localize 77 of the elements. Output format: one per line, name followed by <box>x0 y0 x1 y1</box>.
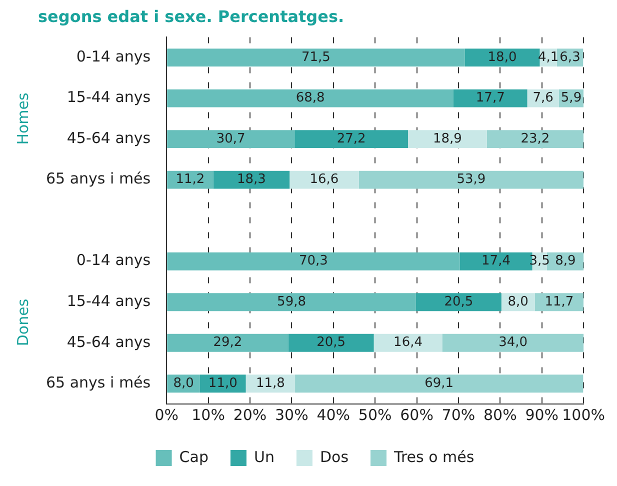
data-label: 18,0 <box>488 50 517 65</box>
x-tick-label: 40% <box>316 406 350 424</box>
bar <box>294 130 408 148</box>
data-label: 23,2 <box>520 131 550 146</box>
data-label: 70,3 <box>298 254 328 269</box>
bar <box>486 130 584 148</box>
data-label: 8,0 <box>173 376 194 391</box>
bar <box>295 374 584 393</box>
x-tick-label: 70% <box>442 406 476 424</box>
bar <box>453 89 528 108</box>
data-label: 16,6 <box>310 172 339 188</box>
y-tick-label: 15-44 anys <box>66 292 151 310</box>
x-tick-label: 90% <box>525 406 559 424</box>
bar <box>416 293 502 312</box>
data-label: 68,8 <box>296 90 325 106</box>
data-label: 30,7 <box>216 131 246 146</box>
data-label: 5,9 <box>560 90 582 106</box>
x-tick-label: 20% <box>233 406 267 424</box>
data-label: 6,3 <box>560 50 580 65</box>
bar <box>167 89 454 108</box>
bar <box>374 334 442 352</box>
y-tick-label: 45-64 anys <box>66 128 151 147</box>
text: Homes <box>14 92 32 145</box>
legend-label: Tres o més <box>393 448 474 466</box>
data-label: 7,6 <box>532 90 554 106</box>
data-label: 11,8 <box>256 376 285 391</box>
bar <box>167 293 416 312</box>
data-label: 11,7 <box>544 294 574 310</box>
data-label: 59,8 <box>277 294 306 310</box>
data-label: 18,9 <box>432 131 462 146</box>
bar <box>167 252 460 270</box>
x-tick-label: 50% <box>358 406 392 424</box>
bar <box>358 170 584 189</box>
text: Dones <box>14 298 32 346</box>
bar <box>167 170 214 189</box>
data-label: 27,2 <box>336 131 366 146</box>
data-label: 17,4 <box>482 254 510 269</box>
legend-label: Dos <box>320 448 349 466</box>
x-tick-label: 60% <box>400 406 434 424</box>
legend-label: Cap <box>179 448 208 466</box>
data-label: 69,1 <box>424 376 454 391</box>
data-label: 34,0 <box>498 335 528 350</box>
data-label: 17,7 <box>476 90 505 106</box>
data-label: 8,0 <box>508 294 528 310</box>
x-tick-label: 10% <box>192 406 225 424</box>
bar <box>167 334 288 352</box>
x-tick-label: 100% <box>562 406 606 424</box>
data-label: 71,5 <box>301 50 330 65</box>
data-label: 20,5 <box>316 335 346 350</box>
data-label: 53,9 <box>456 172 486 188</box>
y-tick-label: 0-14 anys <box>76 251 151 270</box>
bar <box>167 130 295 148</box>
y-tick-label: 65 anys i més <box>46 374 151 392</box>
data-label: 18,3 <box>236 172 266 188</box>
legend-label: Un <box>254 448 274 466</box>
x-tick-label: 80% <box>483 406 517 424</box>
bar <box>290 170 359 189</box>
y-tick-label: 15-44 anys <box>66 88 151 106</box>
y-tick-label: 0-14 anys <box>76 47 151 66</box>
bar <box>408 130 487 148</box>
data-label: 20,5 <box>444 294 474 310</box>
bar <box>288 334 374 352</box>
bar <box>442 334 584 352</box>
chart-title: segons edat i sexe. Percentatges. <box>38 6 344 26</box>
x-tick-label: 30% <box>275 406 308 424</box>
x-tick-label: 0% <box>154 406 179 424</box>
bar <box>464 48 540 67</box>
data-label: 11,2 <box>176 172 205 188</box>
y-tick-label: 45-64 anys <box>66 332 151 351</box>
bar <box>534 293 584 312</box>
data-label: 8,9 <box>555 254 576 269</box>
data-label: 16,4 <box>394 335 422 350</box>
bar <box>213 170 290 189</box>
data-label: 11,0 <box>208 376 238 391</box>
bar <box>167 48 465 67</box>
data-label: 29,2 <box>213 335 242 350</box>
y-tick-label: 65 anys i més <box>46 170 151 188</box>
